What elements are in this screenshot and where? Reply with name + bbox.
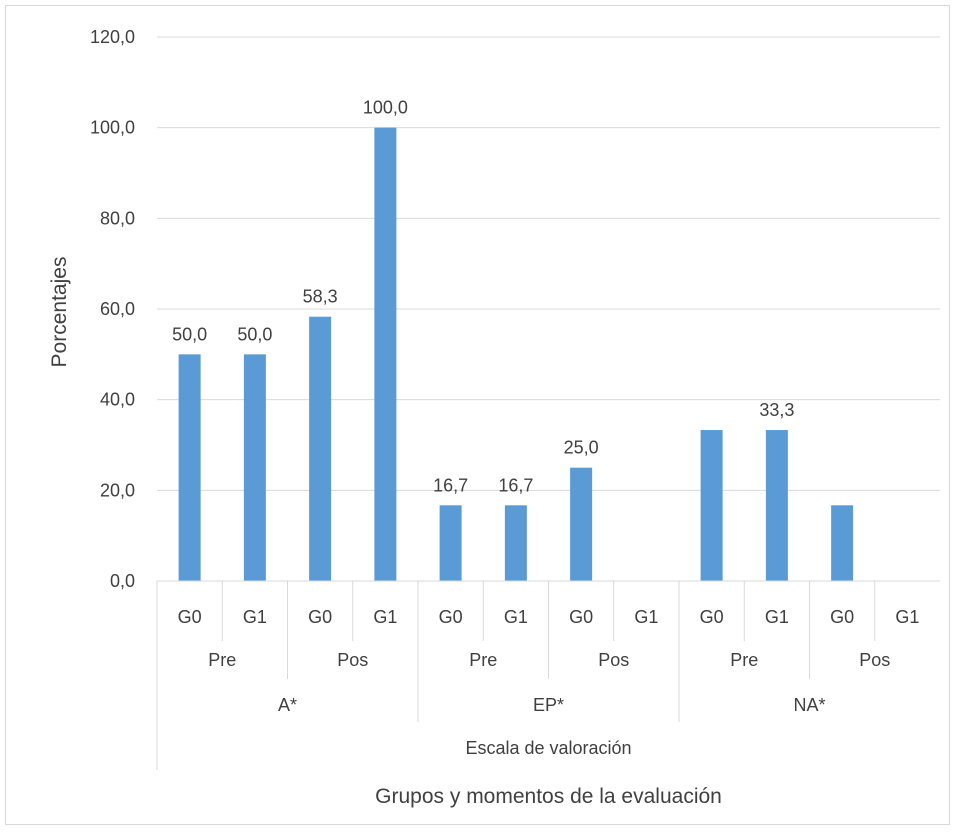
y-tick-label: 40,0 (100, 390, 135, 410)
data-label: 33,3 (759, 400, 794, 420)
data-label: 50,0 (237, 324, 272, 344)
x-tick-label-group: G0 (700, 607, 724, 627)
y-tick-label: 0,0 (110, 571, 135, 591)
bar (178, 354, 201, 581)
x-tick-label-group: G1 (895, 607, 919, 627)
x-tick-label-group: G0 (830, 607, 854, 627)
x-tick-label-moment: Pos (859, 650, 890, 670)
x-tick-label-moment: Pos (337, 650, 368, 670)
chart-frame (5, 5, 950, 825)
x-tick-label-group: G1 (504, 607, 528, 627)
bar (765, 430, 788, 581)
bar (309, 316, 332, 581)
y-tick-label: 120,0 (90, 27, 135, 47)
x-tick-label-group: G0 (569, 607, 593, 627)
data-label: 50,0 (172, 324, 207, 344)
x-tick-label-scale: EP* (533, 695, 564, 715)
x-tick-label-scale: NA* (793, 695, 825, 715)
y-tick-label: 60,0 (100, 299, 135, 319)
x-axis-title: Grupos y momentos de la evaluación (375, 785, 722, 808)
data-label: 16,7 (498, 475, 533, 495)
data-label: 25,0 (564, 438, 599, 458)
bar (374, 127, 397, 582)
x-tick-label-group: G0 (308, 607, 332, 627)
y-axis-title: Porcentajes (48, 257, 71, 368)
x-tick-label-group: G0 (439, 607, 463, 627)
bar (700, 430, 723, 581)
bar (504, 505, 527, 581)
x-tick-label-group: G1 (373, 607, 397, 627)
x-tick-label-moment: Pre (469, 650, 497, 670)
x-tick-label-moment: Pre (730, 650, 758, 670)
bar (570, 467, 593, 581)
x-tick-label-group: G1 (765, 607, 789, 627)
x-tick-label-scale: A* (278, 695, 297, 715)
bar (243, 354, 266, 581)
bar (831, 505, 854, 581)
x-tick-label-group: G1 (243, 607, 267, 627)
y-tick-label: 100,0 (90, 118, 135, 138)
y-tick-label: 80,0 (100, 208, 135, 228)
x-tick-label-group: G1 (634, 607, 658, 627)
x-axis-group-label: Escala de valoración (465, 738, 631, 758)
x-tick-label-moment: Pre (208, 650, 236, 670)
x-tick-label-group: G0 (178, 607, 202, 627)
data-label: 100,0 (363, 98, 408, 118)
x-tick-label-moment: Pos (598, 650, 629, 670)
bar (439, 505, 462, 581)
data-label: 58,3 (303, 287, 338, 307)
y-tick-label: 20,0 (100, 480, 135, 500)
data-label: 16,7 (433, 475, 468, 495)
